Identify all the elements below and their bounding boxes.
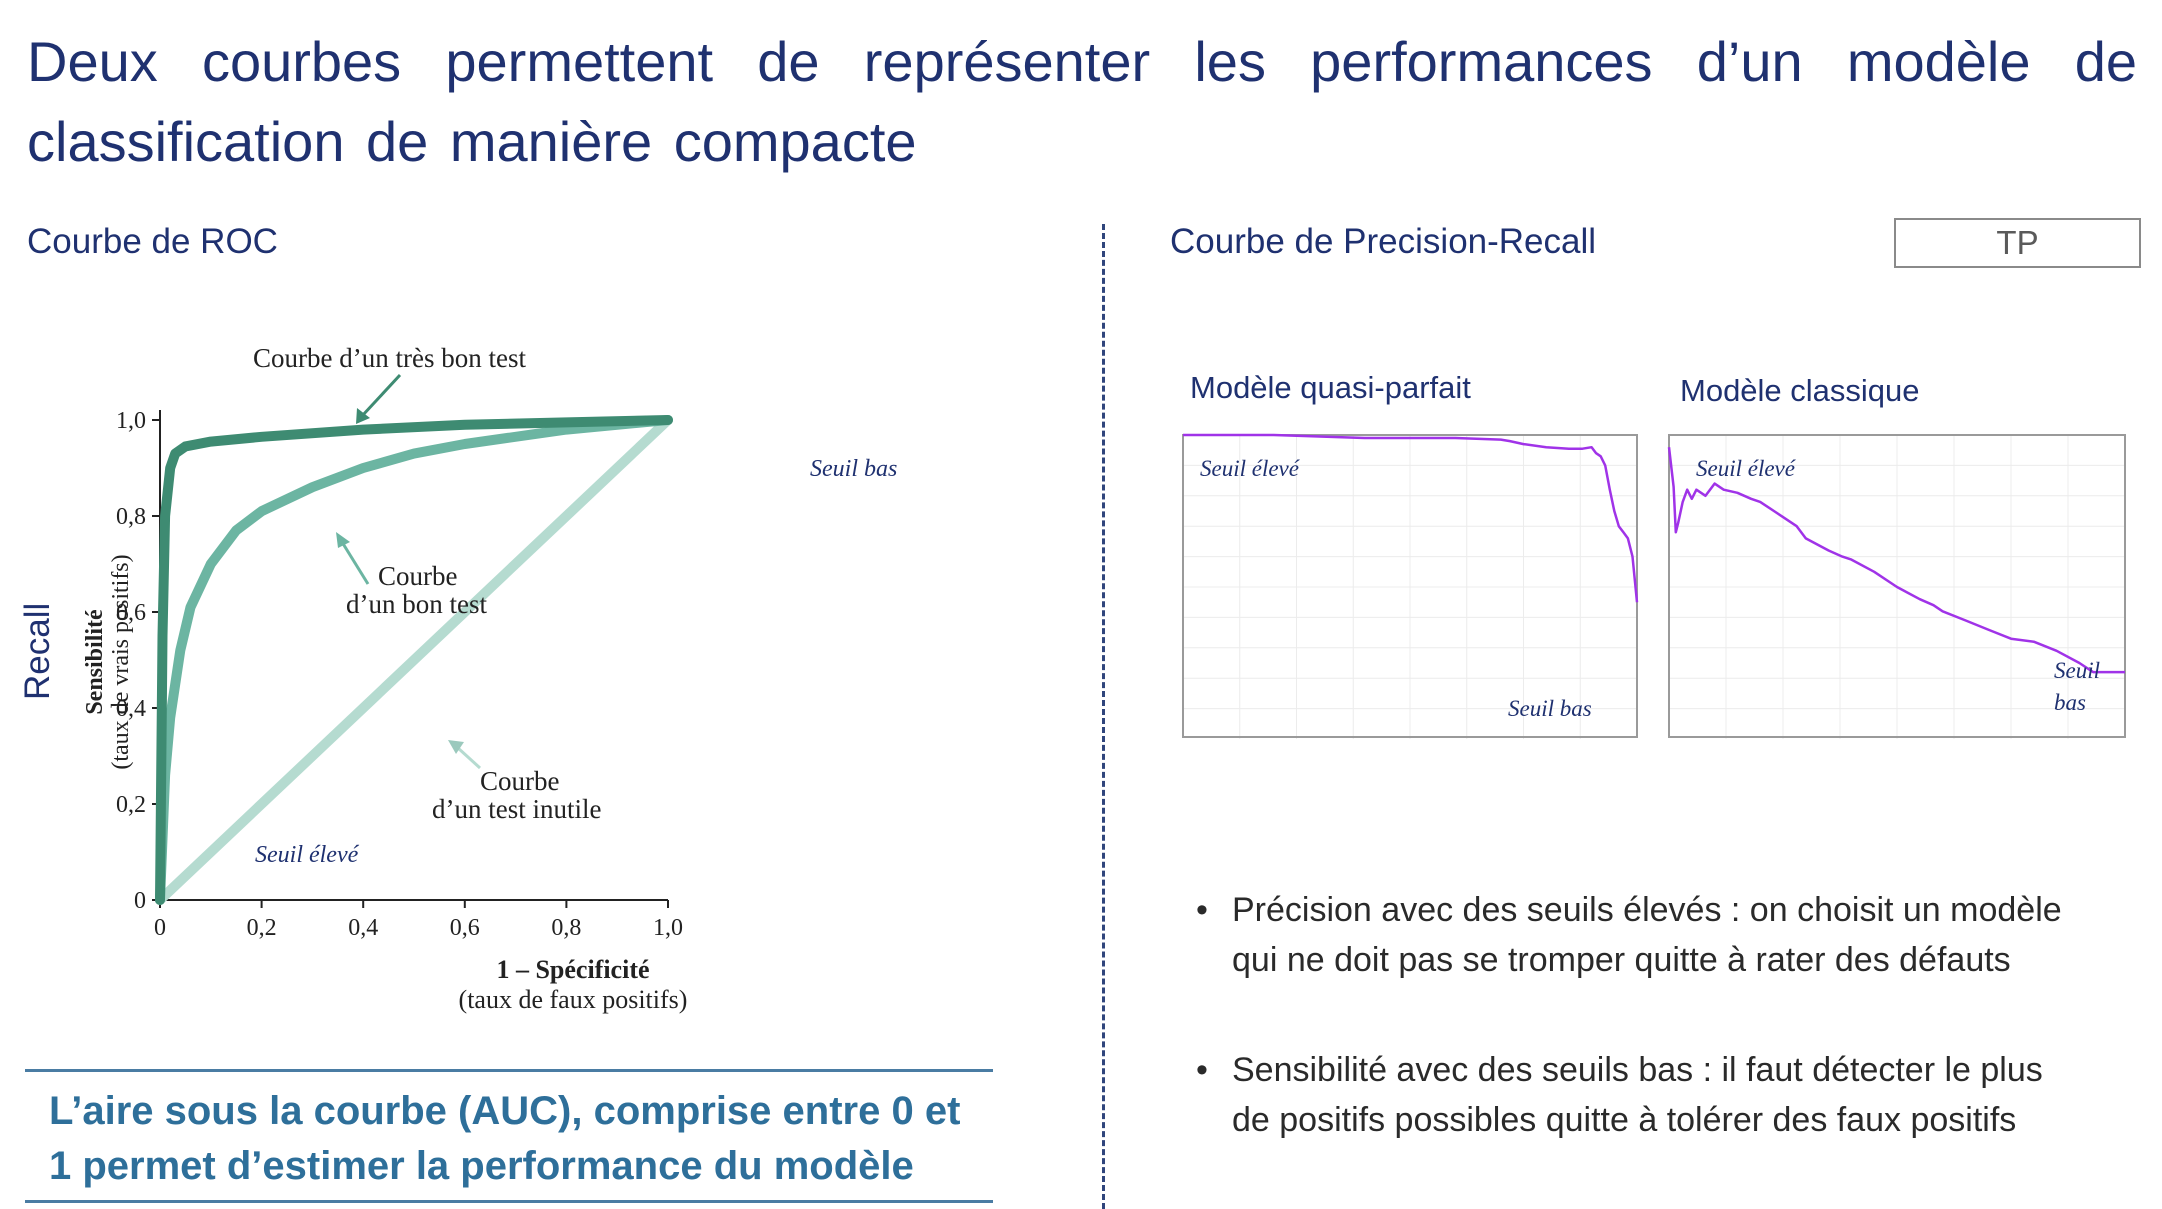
pr1-seuil-eleve: Seuil élevé: [1200, 456, 1301, 481]
annotation-very-good-test: Courbe d’un très bon test: [253, 343, 526, 373]
pr-section-title: Courbe de Precision-Recall: [1170, 222, 1597, 261]
bullet-sensibilite-line1: Sensibilité avec des seuils bas : il fau…: [1232, 1051, 2043, 1089]
annotation-good-test-2: d’un bon test: [346, 589, 487, 619]
pr2-seuil-eleve: Seuil élevé: [1696, 456, 1797, 481]
bullet-sensibilite-line2: de positifs possibles quitte à tolérer d…: [1232, 1101, 2017, 1139]
bullet-dot-icon: •: [1196, 891, 1208, 929]
pr1-curve-group: [1183, 433, 1639, 603]
bullet-precision-line2: qui ne doit pas se tromper quitte à rate…: [1232, 941, 2011, 979]
tp-label-box: TP: [1894, 218, 2141, 268]
roc-series-1: [155, 415, 673, 905]
roc-ylabel: Sensibilité: [82, 609, 108, 715]
roc-y-tick-label: 0,4: [116, 696, 146, 722]
pr2-frame: [1668, 434, 2126, 738]
annotation-useless-test-1: Courbe: [480, 766, 560, 796]
roc-section-title: Courbe de ROC: [27, 222, 278, 261]
roc-seuil-bas: Seuil bas: [810, 456, 897, 482]
pr-curve-line: [1667, 447, 2125, 674]
arrow-very-good-test: [360, 373, 402, 418]
pr2-curve-group: [1667, 447, 2125, 674]
roc-x-tick-label: 0,4: [348, 915, 378, 941]
roc-x-tick-label: 0,2: [247, 915, 277, 941]
pr1-frame: [1182, 434, 1638, 738]
arrow-useless-test: [456, 746, 482, 770]
pr2-seuil-bas-1: Seuil: [2054, 658, 2100, 683]
roc-series-2: [155, 415, 673, 905]
roc-x-tick-label: 0,8: [551, 915, 581, 941]
pr-chart-quasi-parfait: Seuil élevé Seuil bas: [1182, 433, 1639, 739]
recall-label-text: Recall: [18, 602, 57, 700]
roc-xlabel: 1 – Spécificité: [496, 955, 649, 984]
roc-ticks: 0 0,2 0,4 0,6 0,8 1,0 0 0,2 0,4 0,6 0,8 1,0: [116, 408, 683, 941]
arrowhead-useless-test: [448, 740, 464, 754]
roc-curves: [155, 415, 673, 905]
bullet-precision: • Précision avec des seuils élevés : on …: [1196, 885, 2132, 985]
slide-title: Deux courbes permettent de représenter l…: [27, 30, 2137, 173]
roc-x-tick-label: 0,6: [450, 915, 480, 941]
roc-y-tick-label: 0,8: [116, 504, 146, 530]
auc-callout: L’aire sous la courbe (AUC), comprise en…: [25, 1069, 993, 1203]
roc-chart: 0 0,2 0,4 0,6 0,8 1,0 0 0,2 0,4 0,6 0,8 1,0 1 – Spé…: [82, 343, 897, 1014]
pr-chart-classique: Seuil élevé Seuil bas: [1667, 434, 2126, 739]
roc-y-tick-label: 0,2: [116, 792, 146, 818]
roc-x-tick-label: 1,0: [653, 915, 683, 941]
pr1-grid: [1183, 435, 1637, 739]
roc-y-tick-label: 1,0: [116, 408, 146, 434]
roc-y-tick-label: 0: [134, 888, 146, 914]
pr1-seuil-bas: Seuil bas: [1508, 696, 1592, 721]
pr-curve-line: [1183, 433, 1639, 603]
roc-x-tick-label: 0: [154, 915, 166, 941]
roc-series-0: [155, 415, 673, 905]
bullet-dot-icon: •: [1196, 1051, 1208, 1089]
arrow-good-test: [340, 541, 370, 585]
pr-panel2-title: Modèle classique: [1680, 373, 1920, 408]
roc-seuil-eleve: Seuil élevé: [255, 842, 360, 868]
arrowhead-good-test: [336, 532, 350, 548]
pr2-grid: [1669, 435, 2125, 739]
arrowhead-very-good-test: [356, 408, 370, 424]
roc-xlabel-sub: (taux de faux positifs): [459, 985, 688, 1014]
annotation-good-test-1: Courbe: [378, 561, 458, 591]
column-divider: [1102, 224, 1105, 1209]
pr-panel1-title: Modèle quasi-parfait: [1190, 370, 1471, 405]
bullet-sensibilite: • Sensibilité avec des seuils bas : il f…: [1196, 1045, 2132, 1145]
roc-y-tick-label: 0,6: [116, 600, 146, 626]
annotation-useless-test-2: d’un test inutile: [432, 794, 601, 824]
auc-text: L’aire sous la courbe (AUC), comprise en…: [49, 1089, 961, 1188]
pr2-seuil-bas-2: bas: [2054, 690, 2086, 715]
roc-ylabel-sub: (taux de vrais positifs): [108, 554, 134, 769]
bullet-precision-line1: Précision avec des seuils élevés : on ch…: [1232, 891, 2062, 929]
